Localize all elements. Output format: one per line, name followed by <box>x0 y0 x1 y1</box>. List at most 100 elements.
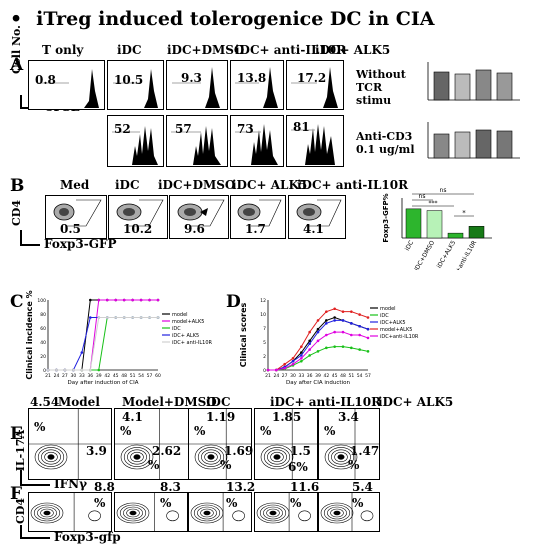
panel-c-line-chart: 21 24 27 30 33 36 39 42 45 48 51 54 57 60020406080100… <box>26 290 213 386</box>
chartD-series-4-point-3 <box>291 362 295 366</box>
chartD-series-3-point-5 <box>308 330 311 334</box>
chartD-xtick-1: 24 <box>273 373 279 379</box>
dotplot-b-2: 9.6 <box>169 195 229 239</box>
chartD-series-0-point-4 <box>300 351 303 354</box>
dotplot-f-1 <box>114 492 188 532</box>
chartD-series-2-point-12 <box>366 327 370 331</box>
panel-label-e: E <box>10 424 23 444</box>
contour-ring-3 <box>267 449 287 465</box>
contour-ring-2 <box>334 451 348 463</box>
panel-b-group-3: iDC+ ALK5 <box>232 178 308 192</box>
chart-b-sig-3: * <box>462 209 466 217</box>
panel-f-x-arrow <box>20 537 50 539</box>
histogram-a1-2-peak <box>205 67 220 108</box>
dotplot-e-3-contours <box>255 409 317 479</box>
chartC-legend-3: iDC+ ALK5 <box>172 333 199 339</box>
panel-a-group-0: T only <box>42 43 84 57</box>
chartC-xtick-13: 60 <box>155 373 161 379</box>
panel-a-y-arrow <box>20 95 25 107</box>
dotplot-f-3 <box>254 492 318 532</box>
chartD-series-2-point-5 <box>308 342 311 346</box>
dotplot-f-4-contours <box>320 493 374 531</box>
gfp-population <box>360 510 374 522</box>
chartD-legend-1: iDC <box>380 313 389 319</box>
contour-ring-1 <box>337 454 345 460</box>
chartD-xtick-11: 54 <box>357 373 363 379</box>
chartD-series-1-point-4 <box>300 359 303 363</box>
chartC-series-4-point-10 <box>131 316 134 319</box>
dotplot-b-3-gate <box>251 199 282 227</box>
histogram-a1-0-plot <box>37 69 99 108</box>
chart-b-bar-3 <box>468 226 485 239</box>
histogram-a1-4-plot <box>291 67 338 108</box>
chartD-xtick-7: 42 <box>323 373 329 379</box>
gfp-population <box>166 510 179 522</box>
dotplot-e-4-lower-percent: % <box>348 458 360 472</box>
panel-a-note-row1-line-2: stimu <box>356 94 392 107</box>
contour-ring-4 <box>119 504 147 522</box>
chartC-xtick-2: 27 <box>62 373 68 379</box>
summary2-bar-3 <box>496 130 513 159</box>
chartC-series-4 <box>48 317 158 371</box>
chartD-ytick-0: 0 <box>263 368 266 374</box>
contour-ring-1 <box>133 454 141 460</box>
chartC-series-1-point-10 <box>131 298 134 302</box>
chartC-legend-4: iDC+ anti-IL10R <box>172 340 213 346</box>
dotplot-e-0-center-value: 3.9 <box>86 444 107 458</box>
chartC-ytick-4: 80 <box>40 312 46 318</box>
histogram-a2-2-value: 73 <box>237 122 254 136</box>
contour-ring-3 <box>331 449 351 465</box>
panel-e-group-0: Model <box>58 395 100 409</box>
contour-ring-1 <box>43 510 51 516</box>
dotplot-e-3-extra: 6% <box>288 460 308 474</box>
chartD-xtick-10: 51 <box>348 373 354 379</box>
dotplot-e-1-contours <box>115 409 189 479</box>
summary2-bar-0 <box>433 133 450 159</box>
dotplot-f-2-percent: % <box>226 496 238 510</box>
contour-ring-1 <box>273 454 281 460</box>
chartC-legend-2: iDC <box>172 326 181 332</box>
chartD-ytick-3: 7 <box>263 326 266 332</box>
chartC-xtick-9: 48 <box>121 373 127 379</box>
panel-a-note-row2: Anti-CD3 0.1 ug/ml <box>356 130 415 156</box>
chartC-series-4-point-7 <box>105 316 109 319</box>
histogram-a2-2-peaks <box>251 124 278 165</box>
chartC-ytick-0: 0 <box>43 368 46 374</box>
dotplot-b-0-value: 0.5 <box>60 222 81 236</box>
dotplot-b-3-plot <box>237 199 282 227</box>
chartC-xtick-3: 30 <box>71 373 77 379</box>
chartD-series-4-point-10 <box>350 333 353 337</box>
contour-ring-2 <box>130 451 144 463</box>
chartC-series-1-point-11 <box>139 298 143 302</box>
histogram-a1-2: 9.3 <box>166 60 228 110</box>
summary1-bar-3 <box>496 72 513 101</box>
chartD-series-1-point-8 <box>333 345 336 348</box>
dotplot-e-1 <box>114 408 190 480</box>
histogram-a1-4-value: 17.2 <box>297 71 327 85</box>
chartD-ytick-1: 2 <box>263 354 266 360</box>
chartC-ylabel: Clinical incidence % <box>26 290 34 379</box>
summary2-bar-2 <box>475 129 492 159</box>
dotplot-b-3: 1.7 <box>230 195 286 239</box>
chart-b-bar-0 <box>405 208 422 239</box>
chartD-xtick-8: 45 <box>332 373 338 379</box>
panel-label-d: D <box>226 292 241 312</box>
chartC-series-4-point-5 <box>89 368 92 372</box>
panel-a-group-4: iDC+ ALK5 <box>315 43 391 57</box>
dotplot-f-0-percent: % <box>94 496 106 510</box>
contour-ring-5 <box>194 444 228 470</box>
chartD-legend-3: model+ALK5 <box>380 327 412 333</box>
dotplot-b-1-value: 10.2 <box>123 222 153 236</box>
contour-ring-4 <box>259 504 287 522</box>
chartC-series-4-point-9 <box>122 316 126 319</box>
dotplot-e-4-contours <box>319 409 379 479</box>
chartC-series-3-point-5 <box>89 316 92 319</box>
panel-a-summary-bar-chart-1 <box>427 62 520 101</box>
dotplot-f-1-contours <box>116 493 179 531</box>
histogram-a2-3-plot <box>291 124 335 165</box>
contour-ring-5 <box>260 444 294 470</box>
contour-ring-2 <box>204 451 218 463</box>
chartD-series-4-point-4 <box>300 357 303 360</box>
chartD-series-2-point-6 <box>316 330 320 334</box>
chartD-series-2-point-9 <box>341 319 345 322</box>
